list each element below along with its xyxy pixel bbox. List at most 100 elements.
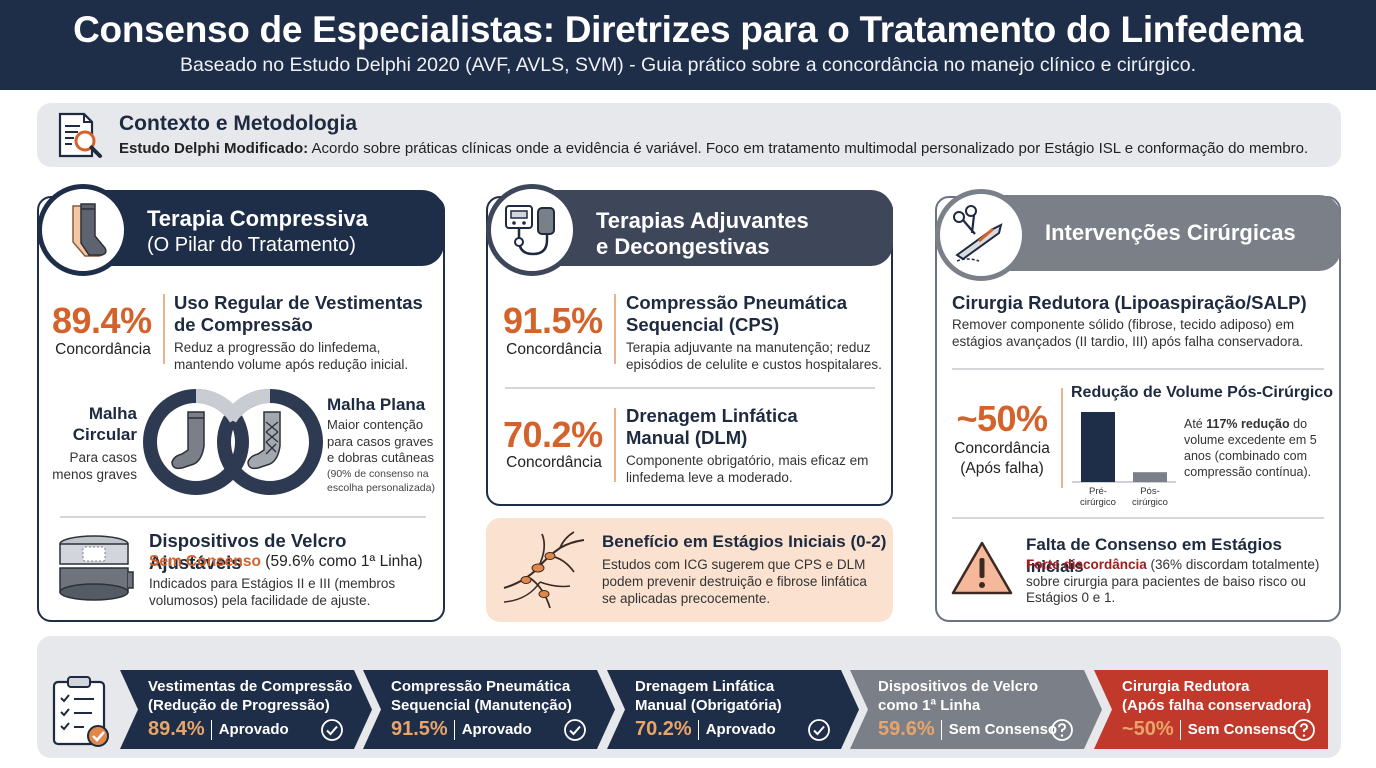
scissors-scalpel-icon xyxy=(935,189,1027,281)
summary-step-title: Cirurgia Redutora (Após falha conservador… xyxy=(1122,677,1311,715)
chart-bar-1 xyxy=(1133,472,1167,482)
chart-category-label: Pós- xyxy=(1140,486,1160,497)
velcro-status: Sem Consenso xyxy=(149,553,261,570)
compressive-header: Terapia Compressiva (O Pilar do Tratamen… xyxy=(37,184,444,276)
benefit-text: Estudos com ICG sugerem que CPS e DLM po… xyxy=(602,557,867,606)
summary-step-separator xyxy=(697,720,700,740)
header-banner: Consenso de Especialistas: Diretrizes pa… xyxy=(0,0,1376,90)
early-stage-no-consensus-text: Forte discordância (36% discordam totalm… xyxy=(1026,557,1331,607)
summary-step-lymphatic-drainage: Drenagem Linfática Manual (Obrigatória) 70… xyxy=(607,670,859,749)
velcro-text: Indicados para Estágios II e III (membro… xyxy=(149,576,396,608)
summary-step-title-line-2: (Redução de Progressão) xyxy=(148,697,330,714)
chart-category-label: cirúrgico xyxy=(1132,497,1168,508)
question-circle-icon xyxy=(1293,719,1315,741)
benefit-title: Benefício em Estágios Iniciais (0-2) xyxy=(602,532,887,551)
surgical-header: Intervenções Cirúrgicas xyxy=(935,189,1341,281)
summary-step-title: Drenagem Linfática Manual (Obrigatória) xyxy=(635,677,782,715)
summary-step-title-line-1: Dispositivos de Velcro xyxy=(878,678,1039,695)
volume-chart-title: Redução de Volume Pós-Cirúrgico xyxy=(1071,384,1333,401)
divider-vertical xyxy=(614,408,616,482)
pneumatic-device-icon xyxy=(486,184,578,276)
velcro-wrap-icon xyxy=(59,535,134,601)
summary-step-title-line-2: como 1ª Linha xyxy=(878,697,981,714)
adjuvant-title-1: Terapias Adjuvantes xyxy=(596,208,809,233)
surgery-pct: ~50% xyxy=(956,398,1048,439)
sock-icon xyxy=(171,411,205,470)
divider-vertical xyxy=(163,294,165,364)
page-title: Consenso de Especialistas: Diretrizes pa… xyxy=(73,9,1303,50)
dlm-pct: 70.2% xyxy=(503,414,603,455)
lymphatic-vessels-icon xyxy=(503,531,585,609)
volume-chart-text-post: do volume excedente em 5 anos (combinado… xyxy=(1184,417,1317,479)
summary-step-status: Aprovado xyxy=(705,721,776,738)
summary-step-pneumatic-compression: Compressão Pneumática Sequencial (Manuten… xyxy=(363,670,615,749)
context-bold: Estudo Delphi Modificado: xyxy=(119,140,309,157)
compression-garment-text: Reduz a progressão do linfedema, mantend… xyxy=(174,340,409,372)
compression-garment-pct-label: Concordância xyxy=(55,341,151,358)
check-circle-icon xyxy=(808,719,830,741)
circular-knit-title-1: Malha xyxy=(88,404,137,423)
compression-garment-title: Uso Regular de Vestimentas de Compressão xyxy=(174,292,423,335)
summary-step-reductive-surgery: Cirurgia Redutora (Após falha conservador… xyxy=(1094,670,1328,749)
flat-knit-title: Malha Plana xyxy=(327,395,426,414)
compressive-title: Terapia Compressiva xyxy=(147,206,368,231)
divider-vertical xyxy=(1061,388,1063,488)
chart-bar-0 xyxy=(1081,412,1115,482)
summary-step-separator xyxy=(453,720,456,740)
summary-step-pct: 89.4% xyxy=(148,718,205,740)
dlm-text: Componente obrigatório, mais eficaz em l… xyxy=(626,453,869,485)
summary-step-separator xyxy=(210,720,213,740)
compression-garment-pct: 89.4% xyxy=(52,300,152,341)
surgical-title: Intervenções Cirúrgicas xyxy=(1045,220,1296,245)
chevron-shape xyxy=(1094,670,1328,749)
strong-disagreement: Forte discordância xyxy=(1026,557,1147,572)
surgery-pct-label-1: Concordância xyxy=(954,440,1050,457)
summary-step-title: Vestimentas de Compressão (Redução de Pro… xyxy=(148,677,352,715)
summary-step-compression-garments: Vestimentas de Compressão (Redução de Pro… xyxy=(120,670,372,749)
summary-step-title-line-1: Compressão Pneumática xyxy=(391,678,571,695)
check-circle-icon xyxy=(321,719,343,741)
early-stage-benefit-panel: Benefício em Estágios Iniciais (0-2) Est… xyxy=(486,518,893,622)
warning-triangle-icon xyxy=(951,541,1013,595)
flat-knit-text-1: Maior contenção xyxy=(327,417,424,432)
surgery-pct-label-2: (Após falha) xyxy=(960,460,1044,477)
summary-step-velcro-devices: Dispositivos de Velcro como 1ª Linha 59.6%… xyxy=(850,670,1102,749)
chart-category-label: Pré- xyxy=(1089,486,1107,497)
compression-stocking-icon xyxy=(37,184,129,276)
cps-text: Terapia adjuvante na manutenção; reduz e… xyxy=(626,340,882,372)
patterned-sock-icon xyxy=(247,411,281,470)
dlm-title: Drenagem Linfática Manual (DLM) xyxy=(626,405,798,448)
flat-knit-note-2: escolha personalizada) xyxy=(327,481,435,494)
circular-knit-text-2: menos graves xyxy=(52,467,137,482)
flat-knit-text-3: e dobras cutâneas xyxy=(327,450,434,465)
volume-chart-text: Até 117% redução do volume excedente em … xyxy=(1184,416,1324,480)
summary-step-status: Aprovado xyxy=(218,721,289,738)
divider xyxy=(952,368,1324,370)
cps-pct: 91.5% xyxy=(503,300,603,341)
circular-knit-title-2: Circular xyxy=(72,425,137,444)
check-circle-icon xyxy=(564,719,586,741)
reductive-surgery-text: Remover componente sólido (fibrose, teci… xyxy=(952,317,1304,349)
summary-step-status: Sem Consenso xyxy=(948,721,1058,738)
summary-step-pct: ~50% xyxy=(1122,718,1174,740)
reductive-surgery-title: Cirurgia Redutora (Lipoaspiração/SALP) xyxy=(952,292,1307,313)
question-circle-icon xyxy=(1051,719,1073,741)
chart-category-label: cirúrgico xyxy=(1080,497,1116,508)
summary-step-pct: 91.5% xyxy=(391,718,448,740)
checklist-icon xyxy=(52,676,109,747)
summary-step-separator xyxy=(1179,720,1182,740)
divider-vertical xyxy=(614,294,616,364)
early-stage-text: (36% discordam totalmente) sobre cirurgi… xyxy=(1026,557,1320,605)
chevron-shape xyxy=(363,670,615,749)
summary-step-status: Sem Consenso xyxy=(1187,721,1297,738)
summary-step-title-line-2: Sequencial (Manutenção) xyxy=(391,697,572,714)
volume-chart-text-bold: 117% redução xyxy=(1206,417,1290,431)
velcro-status-line: Sem Consenso (59.6% como 1ª Linha) xyxy=(149,553,423,571)
circular-knit-text-1: Para casos xyxy=(69,450,137,465)
summary-step-title: Dispositivos de Velcro como 1ª Linha xyxy=(878,677,1038,715)
summary-step-separator xyxy=(940,720,943,740)
adjuvant-header: Terapias Adjuvantes e Decongestivas xyxy=(486,184,893,276)
divider xyxy=(505,387,875,389)
velcro-status-rest: (59.6% como 1ª Linha) xyxy=(260,553,423,570)
